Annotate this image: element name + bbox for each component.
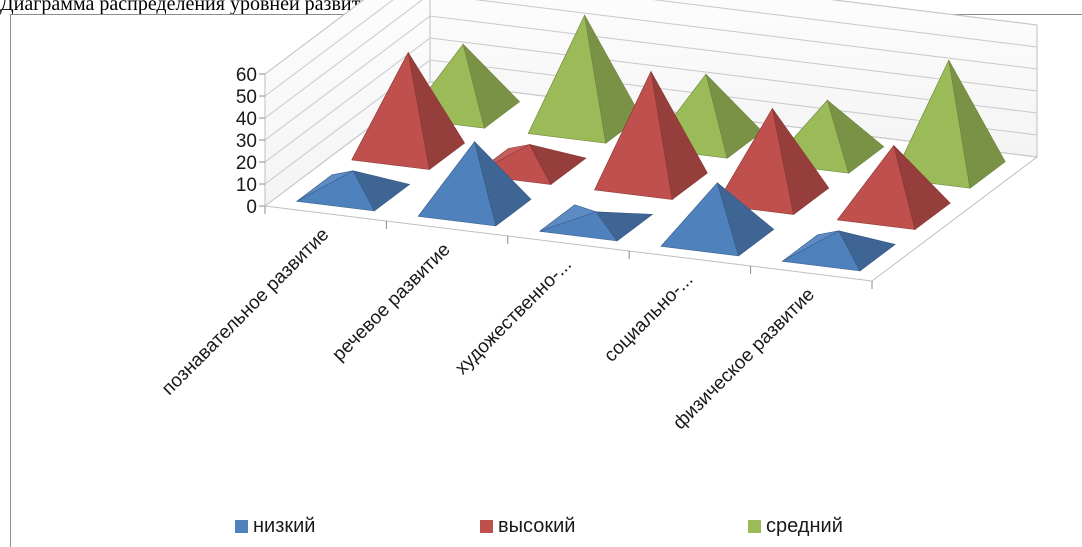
legend-swatch [235,520,248,533]
gridline [264,0,1038,75]
chart-legend: низкий высокий средний [235,515,843,537]
legend-label: высокий [498,515,575,537]
pyramid-marks [295,14,1006,272]
pyramid-средний-4 [891,59,1006,189]
y-tick-label: 10 [236,175,257,196]
pyramid-высокий-3 [715,107,830,216]
category-label: речевое развитие [328,239,454,365]
pyramid-средний-1 [527,14,642,144]
pyramid-right-face [352,170,411,212]
pyramid-right-face [838,230,896,272]
pyramid-right-face [705,73,763,159]
y-tick-label: 40 [236,109,257,130]
pyramid-низкий-0 [295,170,411,212]
pyramid-низкий-2 [539,204,654,242]
pyramid-right-face [893,144,951,231]
legend-label: низкий [253,515,315,537]
y-tick-label: 30 [236,131,257,152]
category-label: физическое развитие [669,284,819,434]
pyramid-right-face [595,211,654,242]
pyramid-низкий-3 [660,181,775,257]
legend-swatch [480,520,493,533]
pyramid-right-face [474,140,532,227]
pyramid-высокий-0 [351,51,466,171]
pyramid-right-face [529,144,587,185]
pyramid-right-face [462,43,521,129]
pyramid-right-face [826,99,885,174]
pyramid-right-face [948,60,1006,189]
gridline [264,37,1038,163]
floor-ticks [264,206,873,289]
pyramid-высокий-4 [836,144,951,231]
gridline [264,0,1038,119]
pyramid-низкий-1 [417,140,532,227]
pyramid-right-face [407,52,466,171]
gridline [264,0,1038,97]
category-label: художественно-... [451,254,576,379]
category-label: социально-... [600,269,697,366]
pyramid-right-face [716,181,775,257]
legend-item-высокий: высокий [480,515,575,537]
gridline [264,15,1038,141]
pyramid-right-face [650,71,708,201]
legend-item-средний: средний [748,515,843,537]
legend-swatch [748,520,761,533]
pyramid-низкий-4 [781,230,896,272]
y-tick-label: 0 [246,197,257,218]
legend-label: средний [766,515,843,537]
category-label: познавательное развитие [158,224,333,399]
pyramid-right-face [772,108,830,216]
legend-item-низкий: низкий [235,515,315,537]
pyramid-высокий-2 [594,70,708,201]
y-tick-label: 20 [236,153,257,174]
y-tick-label: 60 [236,65,257,86]
y-tick-label: 50 [236,87,257,108]
